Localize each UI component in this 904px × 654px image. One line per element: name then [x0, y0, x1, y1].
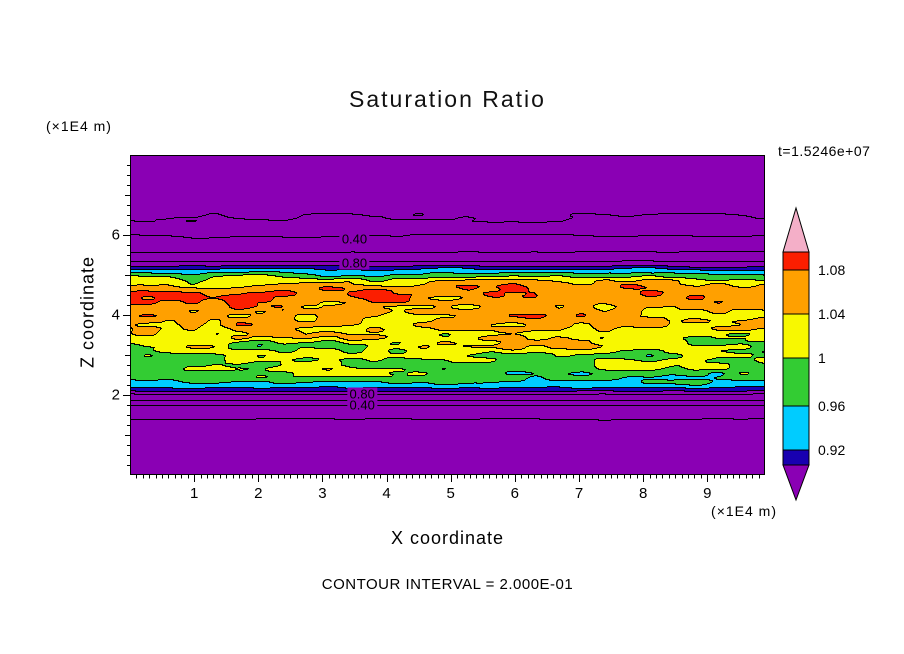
colorbar-tick-label: 0.92: [818, 442, 845, 458]
contour-line-label: 0.80: [339, 255, 370, 271]
colorbar-tick-label: 1: [818, 350, 826, 366]
contour-interval-label: CONTOUR INTERVAL = 2.000E-01: [321, 576, 574, 593]
colorbar-arrow-bottom: [782, 464, 810, 502]
colorbar-arrow-top: [782, 206, 810, 253]
colorbar-segment: [782, 405, 810, 451]
contour-line-label: 0.40: [347, 397, 377, 413]
x-tick-label: 5: [446, 485, 455, 502]
time-label: t=1.5246e+07: [778, 143, 871, 159]
colorbar-tick-label: 1.08: [818, 262, 845, 278]
contour-line-label: 0.40: [339, 231, 370, 247]
x-axis-units-label: (×1E4 m): [711, 503, 777, 519]
z-tick-label: 4: [111, 306, 120, 324]
colorbar-segment: [782, 357, 810, 407]
z-tick-label: 2: [111, 386, 120, 404]
x-axis-title: X coordinate: [390, 528, 505, 548]
colorbar: 1.08 1.04 1 0.96 0.92: [782, 206, 845, 502]
x-tick-label: 9: [703, 485, 712, 502]
colorbar-segment: [782, 449, 810, 466]
x-tick-label: 1: [189, 485, 199, 502]
x-tick-label: 7: [574, 485, 584, 502]
x-tick-label: 8: [638, 485, 648, 502]
x-tick-label: 4: [382, 485, 391, 502]
z-tick-label: 6: [111, 226, 120, 244]
contour-plot-canvas: [118, 155, 766, 489]
x-tick-label: 3: [318, 485, 327, 502]
colorbar-segment: [782, 313, 810, 359]
colorbar-segment: [782, 251, 810, 271]
colorbar-tick-label: 1.04: [818, 306, 845, 322]
chart-title: Saturation Ratio: [349, 86, 546, 112]
colorbar-segment: [782, 269, 810, 315]
colorbar-tick-label: 0.96: [818, 398, 845, 414]
x-tick-label: 2: [254, 485, 263, 502]
z-axis-units-label: (×1E4 m): [46, 118, 112, 134]
contour-line-label: 0.80: [347, 386, 377, 402]
x-tick-label: 6: [510, 485, 520, 502]
